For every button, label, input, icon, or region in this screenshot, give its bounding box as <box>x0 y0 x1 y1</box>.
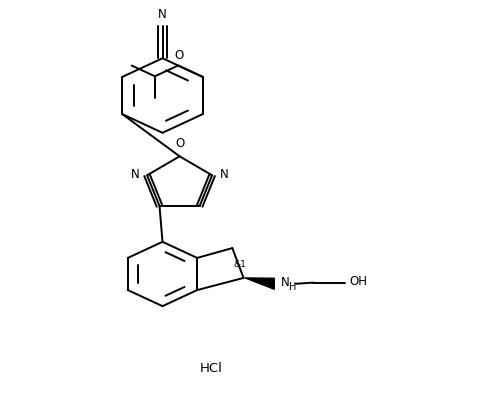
Text: HCl: HCl <box>200 361 223 374</box>
Text: N: N <box>281 276 290 289</box>
Text: OH: OH <box>349 275 367 288</box>
Text: O: O <box>175 137 184 150</box>
Text: &1: &1 <box>233 260 246 269</box>
Text: O: O <box>174 49 184 62</box>
Text: N: N <box>219 168 228 181</box>
Text: H: H <box>289 282 297 292</box>
Text: N: N <box>158 8 167 21</box>
Text: N: N <box>131 168 140 181</box>
Polygon shape <box>245 278 274 289</box>
